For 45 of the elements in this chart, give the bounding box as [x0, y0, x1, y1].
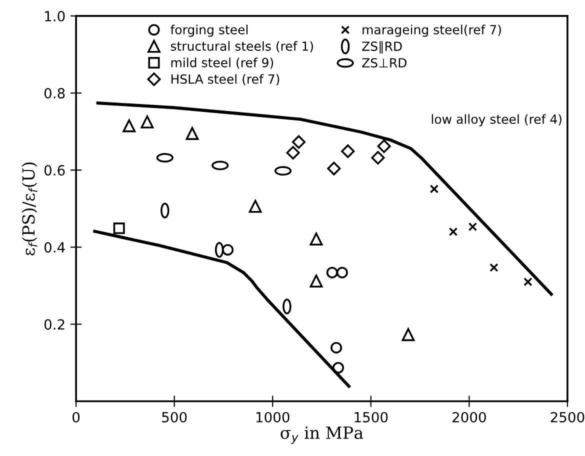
- point: [448, 227, 458, 236]
- y-tick-label: 0.2: [44, 319, 64, 330]
- y-tick-label: 0.6: [44, 165, 65, 176]
- point: [402, 328, 415, 342]
- y-tick-label: 0.8: [44, 88, 65, 98]
- point: [336, 266, 348, 278]
- point: [310, 274, 323, 288]
- point: [122, 119, 136, 132]
- point: [341, 144, 355, 158]
- point: [326, 266, 338, 278]
- x-tick-label: 0: [72, 412, 80, 422]
- point: [140, 115, 154, 128]
- point: [310, 232, 323, 246]
- point: [186, 127, 199, 140]
- x-tick-label: 2500: [550, 412, 584, 422]
- y-tick-label: 1.0: [45, 10, 65, 22]
- x-axis-title: σ$_{y}$ in MPa: [280, 426, 364, 444]
- legend-label: structural steels (ref 1): [170, 41, 313, 52]
- point: [371, 150, 385, 165]
- legend-label: ZS⊥RD: [362, 58, 406, 68]
- point: [524, 277, 532, 286]
- point: [248, 200, 262, 213]
- annotation: low alloy steel (ref 4): [432, 114, 562, 126]
- point: [468, 222, 478, 232]
- point: [490, 263, 498, 272]
- x-tick-label: 1000: [256, 412, 290, 422]
- legend-label: mild steel (ref 9): [171, 58, 274, 69]
- point: [377, 139, 391, 153]
- point: [113, 222, 125, 234]
- point: [222, 244, 234, 256]
- point: [430, 184, 439, 194]
- y-axis-title: ε$_{f}$(PS)/ε$_{f}$(U): [22, 162, 38, 256]
- point: [332, 362, 344, 374]
- legend-label: forging steel: [170, 24, 248, 37]
- point: [286, 146, 300, 160]
- x-tick-label: 500: [162, 412, 187, 422]
- point: [330, 342, 342, 354]
- legend-label: ZS∥RD: [362, 41, 402, 54]
- legend-label: HSLA steel (ref 7): [171, 74, 280, 86]
- x-tick-label: 2000: [452, 412, 486, 422]
- y-tick-label: 0.4: [44, 242, 65, 253]
- legend-label: marageing steel(ref 7): [362, 24, 501, 37]
- x-tick-label: 1500: [354, 412, 388, 422]
- point: [292, 135, 306, 149]
- point: [327, 162, 341, 176]
